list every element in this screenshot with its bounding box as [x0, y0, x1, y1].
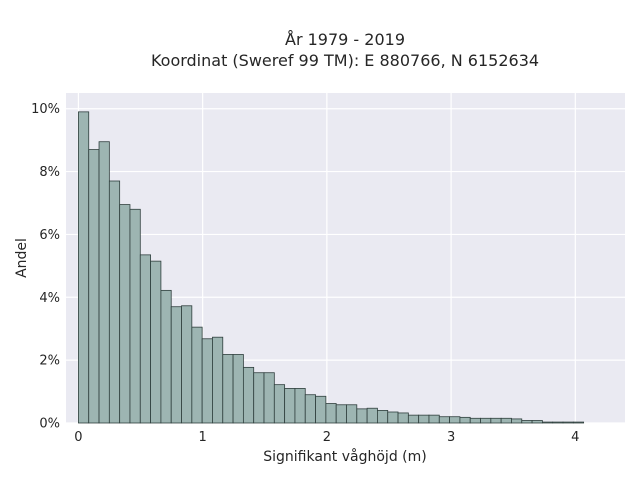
histogram-bar-12 [201, 338, 213, 424]
y-tick-label-5: 10% [31, 102, 60, 117]
x-tick-label-3: 3 [447, 430, 455, 445]
histogram-bar-40 [490, 417, 502, 424]
x-tick-label-2: 2 [323, 430, 331, 445]
histogram-bar-10 [181, 305, 193, 424]
histogram-bar-23 [315, 395, 327, 424]
histogram-bar-29 [377, 410, 389, 424]
histogram-bar-11 [191, 326, 203, 424]
histogram-bar-24 [325, 403, 337, 424]
y-tick-label-4: 8% [39, 165, 60, 180]
x-tick-label-1: 1 [199, 430, 207, 445]
histogram-bar-17 [253, 372, 265, 424]
x-tick-label-4: 4 [571, 430, 579, 445]
histogram-bar-14 [222, 354, 234, 424]
histogram-bar-36 [449, 416, 461, 424]
histogram-bar-33 [418, 414, 430, 424]
histogram-bar-35 [438, 416, 450, 424]
histogram-bar-2 [98, 141, 110, 424]
y-axis-ticks: 0% 2% 4% 6% 8% 10% [31, 102, 60, 431]
histogram-bar-18 [263, 372, 275, 424]
histogram-bar-22 [304, 394, 316, 424]
x-tick-label-0: 0 [74, 430, 82, 445]
histogram-bar-37 [459, 416, 471, 424]
histogram-bar-27 [356, 408, 368, 424]
histogram-bar-20 [284, 388, 296, 424]
histogram-bar-4 [119, 204, 131, 424]
chart-subtitle: Koordinat (Sweref 99 TM): E 880766, N 61… [151, 51, 539, 70]
y-tick-label-2: 4% [39, 291, 60, 306]
histogram-bar-13 [212, 336, 224, 424]
histogram-bar-44 [531, 420, 543, 424]
histogram-bar-16 [242, 366, 255, 424]
histogram-bar-32 [407, 414, 420, 424]
histogram-bar-45 [541, 421, 554, 424]
chart-title: År 1979 - 2019 [285, 30, 405, 49]
histogram-bar-30 [387, 411, 399, 424]
histogram-bar-25 [335, 404, 347, 424]
y-axis-label: Andel [14, 238, 30, 278]
y-tick-label-0: 0% [39, 417, 60, 432]
y-tick-label-3: 6% [39, 228, 60, 243]
histogram-bar-19 [273, 384, 286, 424]
histogram-bar-47 [562, 421, 574, 424]
histogram-bar-15 [232, 354, 244, 424]
histogram-bar-38 [469, 417, 481, 424]
histogram-bar-7 [150, 260, 162, 424]
histogram-bar-8 [160, 289, 172, 424]
histogram-bar-0 [78, 111, 90, 424]
histogram-bar-31 [397, 412, 409, 424]
histogram-bar-6 [139, 254, 151, 424]
histogram-bar-41 [500, 417, 512, 424]
histogram-bar-46 [552, 421, 564, 424]
histogram-bar-21 [294, 388, 306, 424]
histogram-bar-48 [572, 421, 585, 424]
histogram-bar-34 [428, 414, 440, 424]
histogram-bar-43 [521, 420, 533, 424]
histogram-bar-3 [108, 180, 121, 424]
histogram-bar-28 [366, 407, 378, 424]
histogram-bar-39 [480, 417, 492, 424]
y-tick-label-1: 2% [39, 354, 60, 369]
x-axis-ticks: 0 1 2 3 4 [74, 430, 579, 445]
histogram-bar-5 [129, 208, 141, 424]
histogram-bar-42 [511, 418, 523, 424]
x-axis-label: Signifikant våghöjd (m) [263, 448, 426, 465]
histogram-bar-9 [170, 306, 182, 424]
histogram-bars [78, 111, 585, 424]
histogram-bar-1 [88, 149, 100, 424]
histogram-bar-26 [346, 404, 358, 424]
